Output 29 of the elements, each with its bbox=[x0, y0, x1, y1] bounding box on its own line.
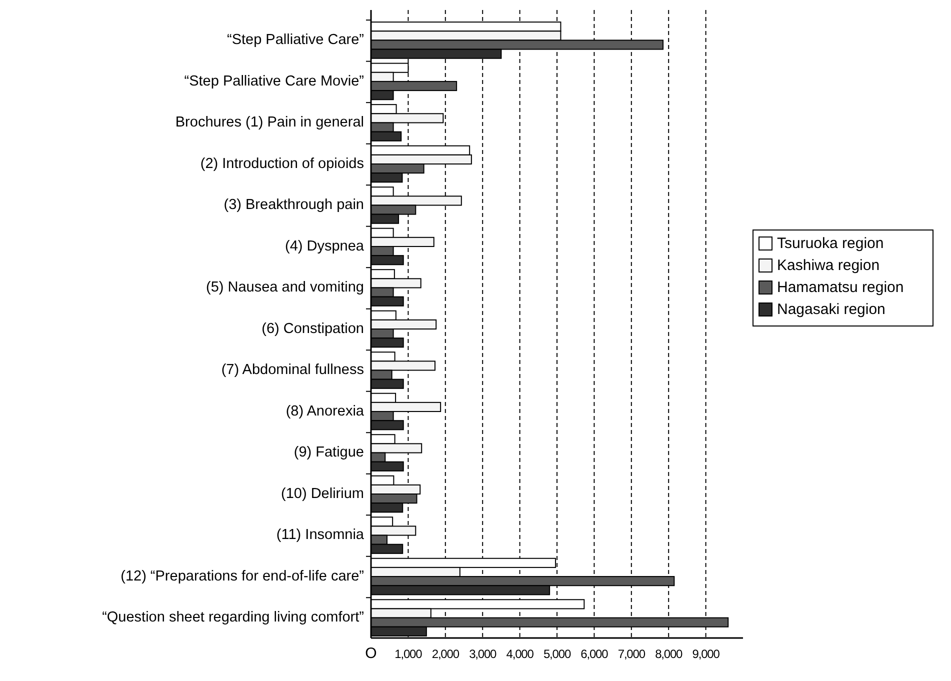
x-tick-label: 5,000 bbox=[543, 647, 572, 661]
x-tick-label: 4,000 bbox=[506, 647, 534, 661]
legend-label: Kashiwa region bbox=[777, 256, 880, 274]
y-tick-label: (12) “Preparations for end-of-life care” bbox=[120, 568, 364, 584]
x-tick-label: 7,000 bbox=[618, 647, 646, 661]
y-tick-label: (8) Anorexia bbox=[286, 403, 365, 420]
y-tick-label: (11) Insomnia bbox=[276, 527, 365, 544]
x-tick-label: 8,000 bbox=[655, 647, 684, 661]
y-tick-label: (6) Constipation bbox=[262, 320, 364, 337]
x-tick-label: 9,000 bbox=[692, 647, 720, 661]
y-tick-label: “Question sheet regarding living comfort” bbox=[102, 610, 364, 626]
legend-label: Hamamatsu region bbox=[777, 278, 904, 296]
y-tick-label: (5) Nausea and vomiting bbox=[206, 280, 364, 296]
legend-label: Tsuruoka region bbox=[777, 234, 884, 252]
y-tick-label: (3) Breakthrough pain bbox=[224, 197, 364, 214]
y-tick-label: Brochures (1) Pain in general bbox=[175, 114, 364, 131]
y-tick-label: “Step Palliative Care” bbox=[227, 32, 364, 48]
legend-label: Nagasaki region bbox=[777, 300, 886, 318]
y-tick-label: (7) Abdominal fullness bbox=[221, 362, 364, 378]
y-tick-label: (2) Introduction of opioids bbox=[200, 156, 364, 172]
x-tick-label: 3,000 bbox=[469, 647, 498, 661]
x-tick-label: O bbox=[365, 645, 377, 662]
y-tick-label: (9) Fatigue bbox=[294, 444, 364, 461]
y-tick-label: “Step Palliative Care Movie” bbox=[184, 73, 364, 90]
x-tick-label: 2,000 bbox=[432, 647, 460, 661]
y-tick-label: (10) Delirium bbox=[281, 486, 364, 502]
x-tick-label: 6,000 bbox=[580, 647, 609, 661]
y-tick-label: (4) Dyspnea bbox=[285, 238, 365, 254]
x-tick-label: 1,000 bbox=[394, 647, 423, 661]
